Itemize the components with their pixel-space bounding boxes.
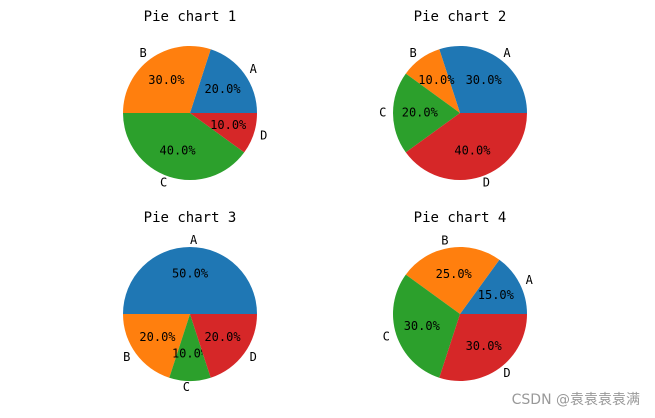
pie-wedge — [405, 49, 460, 113]
category-label: B — [139, 46, 146, 60]
category-label: D — [250, 350, 257, 364]
category-label: B — [123, 350, 130, 364]
pie-wedge — [405, 113, 527, 181]
percent-label: 15.0% — [478, 288, 515, 302]
pie-wedge — [123, 113, 245, 180]
pie-wedge — [190, 49, 257, 113]
category-label: A — [250, 62, 258, 76]
category-label: C — [379, 106, 386, 120]
watermark: CSDN @袁袁袁袁满 — [512, 392, 640, 408]
percent-label: 30.0% — [466, 339, 503, 353]
percent-label: 20.0% — [204, 330, 241, 344]
percent-label: 10.0% — [418, 73, 455, 87]
percent-label: 20.0% — [204, 82, 241, 96]
chart-title: Pie chart 3 — [144, 210, 237, 226]
pie-wedge — [439, 45, 527, 113]
pie-wedge — [190, 113, 257, 153]
category-label: A — [503, 46, 511, 60]
percent-label: 10.0% — [210, 118, 247, 132]
category-label: C — [183, 380, 190, 394]
pie-wedge — [393, 73, 460, 153]
pie-wedge — [190, 314, 257, 378]
pie-wedge — [123, 247, 257, 314]
percent-label: 25.0% — [436, 267, 473, 281]
pie-wedge — [393, 274, 460, 378]
percent-label: 30.0% — [148, 73, 185, 87]
percent-label: 50.0% — [172, 266, 209, 280]
pie-wedge — [439, 314, 527, 382]
percent-label: 20.0% — [139, 330, 176, 344]
percent-label: 30.0% — [466, 73, 503, 87]
percent-label: 40.0% — [160, 144, 197, 158]
pie-wedge — [405, 246, 500, 314]
percent-label: 30.0% — [404, 319, 441, 333]
category-label: B — [441, 234, 448, 248]
category-label: A — [190, 233, 198, 247]
chart-title: Pie chart 1 — [144, 9, 237, 25]
pie-wedge — [169, 314, 211, 381]
category-label: D — [503, 366, 510, 380]
pie-wedge — [460, 259, 527, 314]
percent-label: 20.0% — [402, 106, 439, 120]
percent-label: 10.0% — [172, 347, 209, 361]
percent-label: 40.0% — [454, 144, 491, 158]
category-label: B — [409, 46, 416, 60]
pie-wedge — [123, 46, 211, 113]
category-label: C — [160, 176, 167, 190]
category-label: C — [383, 329, 390, 343]
category-label: D — [260, 128, 267, 142]
pie-wedge — [123, 314, 190, 378]
chart-title: Pie chart 4 — [414, 210, 507, 226]
chart-title: Pie chart 2 — [414, 9, 507, 25]
category-label: A — [526, 273, 534, 287]
category-label: D — [483, 176, 490, 190]
